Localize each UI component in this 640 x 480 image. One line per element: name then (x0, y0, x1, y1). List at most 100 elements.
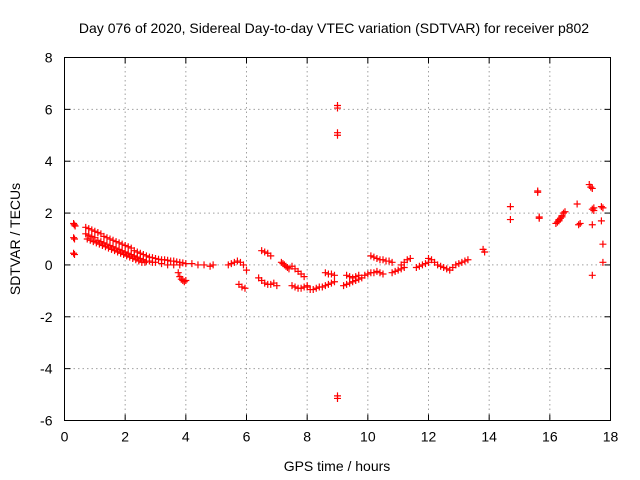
data-point (573, 200, 581, 208)
data-point (82, 230, 90, 238)
data-point (89, 238, 97, 246)
data-point (141, 258, 149, 266)
data-point (194, 261, 202, 269)
data-point (464, 256, 472, 264)
data-point (370, 253, 378, 261)
data-point (103, 234, 111, 242)
data-point (587, 183, 595, 191)
data-point (559, 209, 567, 217)
data-point (209, 261, 217, 269)
data-point (300, 273, 308, 281)
data-point (200, 261, 208, 269)
data-point (132, 256, 140, 264)
data-point (561, 208, 569, 216)
data-point (117, 249, 125, 257)
data-point (346, 273, 354, 281)
data-point (440, 264, 448, 272)
data-point (312, 284, 320, 292)
data-point (437, 262, 445, 270)
data-point (321, 282, 329, 290)
data-point (599, 204, 607, 212)
data-point (355, 271, 363, 279)
data-point (135, 257, 143, 265)
data-points (70, 101, 607, 402)
data-point (85, 225, 93, 233)
data-point (412, 264, 420, 272)
data-point (95, 240, 103, 248)
x-tick-label: 4 (182, 429, 190, 445)
data-point (261, 248, 269, 256)
data-point (241, 284, 249, 292)
data-point (379, 270, 387, 278)
data-point (535, 214, 543, 222)
data-point (92, 239, 100, 247)
data-point (324, 280, 332, 288)
data-point (434, 261, 442, 269)
data-point (258, 247, 266, 255)
data-point (182, 260, 190, 268)
x-tick-label: 2 (121, 429, 129, 445)
data-point (506, 216, 514, 224)
data-point (283, 264, 291, 272)
data-point (82, 223, 90, 231)
data-point (238, 283, 246, 291)
data-point (118, 240, 126, 248)
data-point (267, 280, 275, 288)
data-point (88, 226, 96, 234)
data-point (145, 257, 153, 265)
data-point (188, 260, 196, 268)
data-point (121, 241, 129, 249)
y-tick-label: -2 (40, 309, 53, 325)
data-point (364, 270, 372, 278)
data-point (343, 280, 351, 288)
data-point (349, 274, 357, 282)
data-point (452, 261, 460, 269)
data-point (340, 282, 348, 290)
data-point (98, 241, 106, 249)
y-tick-label: -6 (40, 413, 53, 429)
data-point (330, 271, 338, 279)
data-point (261, 279, 269, 287)
grid-layer (64, 57, 611, 421)
data-point (575, 221, 583, 229)
data-point (106, 235, 114, 243)
data-point (70, 221, 78, 229)
data-point (288, 282, 296, 290)
data-point (83, 235, 91, 243)
data-point (588, 205, 596, 213)
data-point (112, 238, 120, 246)
y-tick-label: 8 (45, 50, 53, 66)
data-point (101, 243, 109, 251)
data-point (309, 286, 317, 294)
data-point (104, 244, 112, 252)
data-point (361, 271, 369, 279)
data-point (343, 271, 351, 279)
data-point (588, 271, 596, 279)
data-point (334, 394, 341, 402)
x-tick-label: 10 (360, 429, 376, 445)
x-tick-label: 18 (603, 429, 619, 445)
data-point (346, 279, 354, 287)
data-point (327, 279, 335, 287)
tick-layer (64, 57, 611, 421)
data-point (597, 203, 605, 211)
y-tick-labels: -6 -4 -2 0 2 4 6 8 (40, 50, 53, 429)
data-point (94, 229, 102, 237)
data-point (318, 283, 326, 291)
y-axis-label: SDTVAR / TECUs (7, 183, 23, 295)
data-point (327, 270, 335, 278)
data-point (352, 273, 360, 281)
data-point (590, 206, 598, 214)
y-tick-label: 2 (45, 205, 53, 221)
data-point (376, 269, 384, 277)
x-tick-label: 14 (481, 429, 497, 445)
data-point (227, 260, 235, 268)
y-tick-label: -4 (40, 361, 53, 377)
data-point (388, 269, 396, 277)
data-point (71, 251, 79, 259)
data-point (334, 131, 341, 139)
data-point (370, 269, 378, 277)
x-tick-label: 8 (303, 429, 311, 445)
data-point (576, 219, 584, 227)
